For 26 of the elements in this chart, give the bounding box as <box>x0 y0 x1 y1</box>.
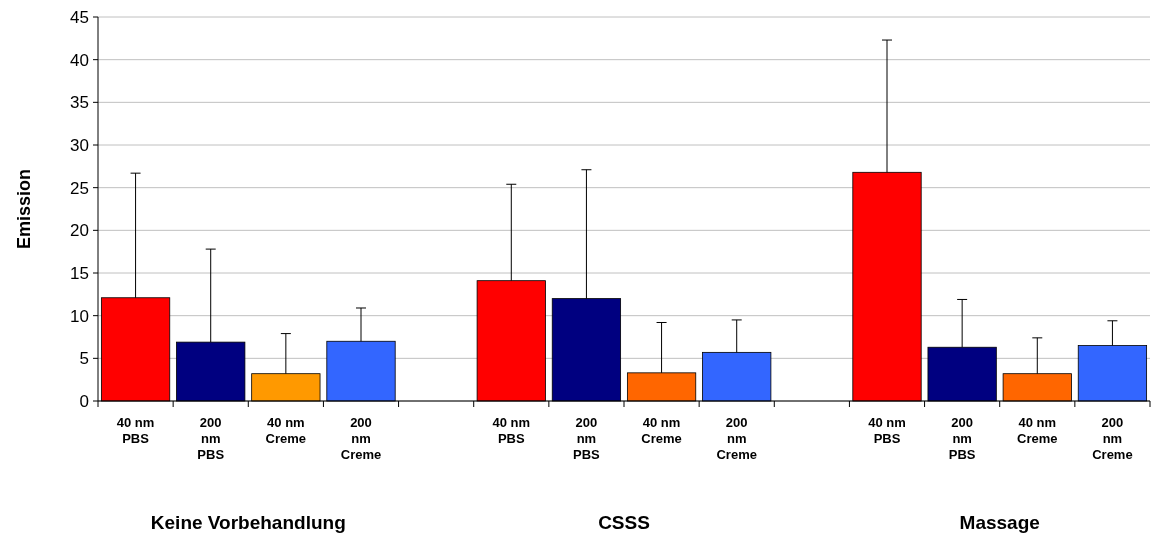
y-tick-label: 10 <box>70 306 89 326</box>
y-tick-label: 5 <box>79 349 89 369</box>
x-tick-label: 200 nm PBS <box>197 415 225 462</box>
y-tick-label: 35 <box>70 93 89 113</box>
y-tick-label: 20 <box>70 221 89 241</box>
x-tick-label: 40 nm PBS <box>868 415 906 446</box>
x-tick-label: 200 nm Creme <box>1092 415 1133 462</box>
text: Keine Vorbehandlung <box>150 512 346 533</box>
x-tick-label: 40 nm Creme <box>1017 415 1058 446</box>
x-tick-label: 200 nm PBS <box>573 415 601 462</box>
y-tick-label: 40 <box>70 50 89 70</box>
x-tick-label: 200 nm PBS <box>948 415 976 462</box>
x-tick-label: 40 nm Creme <box>265 415 307 446</box>
y-tick-label: 45 <box>70 7 89 27</box>
y-axis-title: Emission <box>14 168 34 250</box>
x-tick-label: 200 nm Creme <box>716 415 757 462</box>
x-tick-label: 40 nm PBS <box>492 415 531 446</box>
y-tick-label: 25 <box>70 178 89 198</box>
x-tick-label: 200 nm Creme <box>340 415 382 462</box>
y-tick-label: 15 <box>70 263 89 283</box>
x-tick-label: 40 nm Creme <box>641 415 682 446</box>
text: Massage <box>959 512 1040 533</box>
x-tick-label: 40 nm PBS <box>116 415 155 446</box>
y-tick-label: 0 <box>79 391 89 411</box>
y-tick-label: 30 <box>70 135 89 155</box>
text: CSSS <box>598 512 650 533</box>
